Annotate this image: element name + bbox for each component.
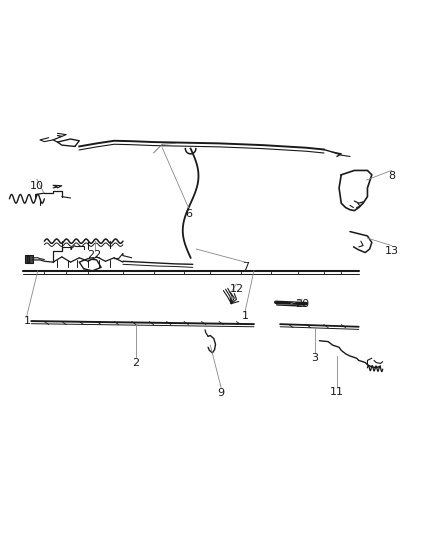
Text: 11: 11 <box>330 387 344 397</box>
Text: 12: 12 <box>230 284 244 294</box>
Text: 10: 10 <box>30 181 44 191</box>
Text: 1: 1 <box>242 311 249 321</box>
Text: 9: 9 <box>218 388 225 398</box>
Text: 20: 20 <box>295 300 309 310</box>
Text: 22: 22 <box>88 250 102 260</box>
Text: 3: 3 <box>311 353 318 363</box>
Text: 2: 2 <box>132 358 140 368</box>
Text: 1: 1 <box>23 316 30 326</box>
Text: 6: 6 <box>185 209 192 219</box>
Text: 8: 8 <box>388 171 395 181</box>
Text: 7: 7 <box>242 262 249 272</box>
Text: 13: 13 <box>385 246 399 256</box>
Bar <box>25 255 32 263</box>
